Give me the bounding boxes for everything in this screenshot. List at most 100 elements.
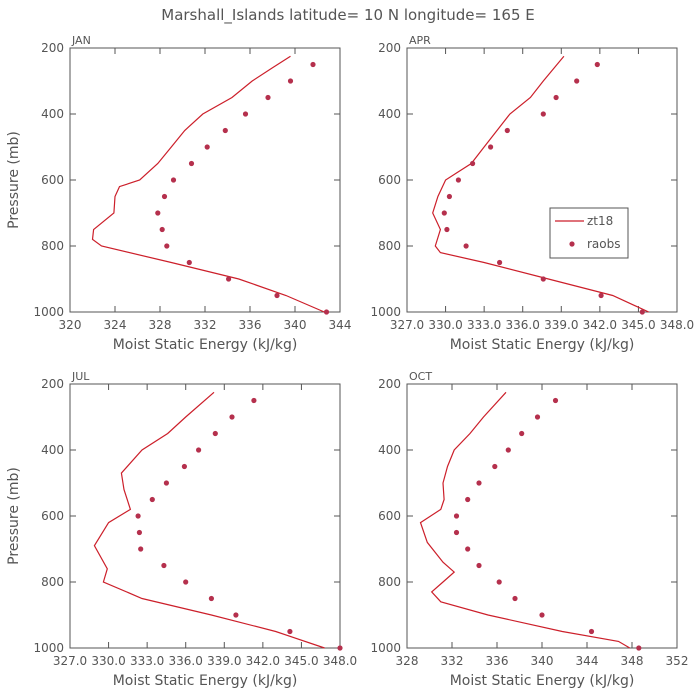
x-axis-label: Moist Static Energy (kJ/kg) xyxy=(450,673,635,689)
panel-label: OCT xyxy=(409,370,432,383)
obs-point-raobs xyxy=(242,111,249,117)
y-tick-label: 800 xyxy=(378,239,401,253)
legend-box xyxy=(549,207,629,259)
panel-label: APR xyxy=(409,34,431,47)
y-tick-label: 800 xyxy=(378,575,401,589)
plot-frame xyxy=(69,47,341,313)
obs-point-raobs xyxy=(519,430,525,437)
obs-point-raobs xyxy=(463,243,469,249)
obs-point-raobs xyxy=(539,612,545,618)
obs-point-raobs xyxy=(138,546,144,552)
obs-point-raobs xyxy=(161,193,168,200)
obs-point-raobs xyxy=(488,144,494,150)
obs-point-raobs xyxy=(323,309,330,315)
x-tick-label: 340 xyxy=(284,318,307,332)
panel-label: JUL xyxy=(71,370,90,383)
obs-point-raobs xyxy=(159,226,165,233)
obs-point-raobs xyxy=(441,210,447,216)
y-axis-label: Pressure (mb) xyxy=(6,467,22,565)
y-tick-label: 400 xyxy=(378,443,401,457)
chart-panel-apr: APR 327.0 330.0 333.0 336.0 339.0 342.0 345.0 34… xyxy=(370,34,694,353)
y-tick-label: 600 xyxy=(41,173,64,187)
legend: zt18 raobs xyxy=(549,207,629,259)
obs-point-raobs xyxy=(465,496,471,503)
series-line-zt18 xyxy=(91,55,325,313)
x-tick-label: 352 xyxy=(666,654,689,668)
x-tick-label: 333.0 xyxy=(467,318,501,332)
obs-point-raobs xyxy=(310,61,316,68)
obs-point-raobs xyxy=(574,78,580,84)
y-tick-label: 600 xyxy=(41,509,64,523)
obs-point-raobs xyxy=(163,480,169,486)
y-tick-label: 400 xyxy=(378,107,401,121)
obs-point-raobs xyxy=(594,61,600,68)
y-tick-label: 600 xyxy=(378,509,401,523)
x-tick-label: 328 xyxy=(149,318,172,332)
x-tick-label: 328 xyxy=(396,654,419,668)
y-tick-label: 1000 xyxy=(370,641,401,655)
panels: JAN 320 324 328 332 336 340 344 200 400 600 800 1000… xyxy=(6,34,694,689)
y-tick-label: 800 xyxy=(41,575,64,589)
obs-point-raobs xyxy=(476,480,482,486)
y-tick-label: 800 xyxy=(41,239,64,253)
obs-point-raobs xyxy=(337,645,343,651)
obs-point-raobs xyxy=(181,463,187,470)
obs-point-raobs xyxy=(287,78,294,84)
x-axis-label: Moist Static Energy (kJ/kg) xyxy=(113,337,298,353)
chart-panel-oct: OCT 328 332 336 340 344 348 352 200 400 600 800 1000… xyxy=(370,370,688,689)
obs-point-raobs xyxy=(504,127,510,134)
x-tick-label: 348.0 xyxy=(323,654,357,668)
obs-point-raobs xyxy=(496,579,502,585)
plot-frame xyxy=(69,383,341,649)
obs-point-raobs xyxy=(598,292,604,299)
x-tick-label: 348 xyxy=(621,654,644,668)
obs-point-raobs xyxy=(512,595,518,602)
obs-point-raobs xyxy=(155,210,161,216)
obs-point-raobs xyxy=(534,414,541,420)
obs-point-raobs xyxy=(444,226,450,233)
obs-point-raobs xyxy=(204,144,210,150)
chart-panel-jul: JUL 327.0 330.0 333.0 336.0 339.0 342.0 345.0 34… xyxy=(6,370,357,689)
y-tick-label: 600 xyxy=(378,173,401,187)
obs-point-raobs xyxy=(274,292,280,299)
legend-label-zt18: zt18 xyxy=(587,214,613,228)
x-tick-label: 336.0 xyxy=(169,654,203,668)
x-tick-label: 339.0 xyxy=(207,654,241,668)
obs-point-raobs xyxy=(455,177,461,183)
legend-dot-swatch xyxy=(569,241,575,247)
obs-point-raobs xyxy=(149,496,155,503)
x-tick-label: 320 xyxy=(59,318,82,332)
x-tick-label: 327.0 xyxy=(53,654,87,668)
obs-point-raobs xyxy=(161,562,167,569)
obs-point-raobs xyxy=(251,397,257,404)
plot-frame xyxy=(406,47,678,313)
obs-point-raobs xyxy=(470,160,476,167)
y-axis-label: Pressure (mb) xyxy=(6,131,22,229)
obs-point-raobs xyxy=(553,94,559,101)
obs-point-raobs xyxy=(183,579,189,585)
y-tick-label: 1000 xyxy=(33,305,64,319)
obs-point-raobs xyxy=(636,645,642,651)
figure-title: Marshall_Islands latitude= 10 N longitud… xyxy=(161,6,534,25)
x-tick-label: 340 xyxy=(531,654,554,668)
obs-point-raobs xyxy=(446,193,452,200)
obs-point-raobs xyxy=(170,177,177,183)
x-tick-label: 348.0 xyxy=(660,318,694,332)
x-tick-label: 344 xyxy=(329,318,352,332)
obs-point-raobs xyxy=(196,447,202,453)
obs-point-raobs xyxy=(287,628,293,635)
series-line-zt18 xyxy=(419,391,631,649)
chart-panel-jan: JAN 320 324 328 332 336 340 344 200 400 600 800 1000… xyxy=(6,34,351,353)
x-tick-label: 330.0 xyxy=(428,318,462,332)
y-tick-label: 200 xyxy=(41,377,64,391)
x-tick-label: 345.0 xyxy=(621,318,655,332)
legend-label-raobs: raobs xyxy=(587,237,621,251)
obs-point-raobs xyxy=(229,414,235,420)
obs-point-raobs xyxy=(135,513,141,519)
obs-point-raobs xyxy=(476,562,482,569)
obs-point-raobs xyxy=(265,94,271,101)
y-tick-label: 1000 xyxy=(370,305,401,319)
x-tick-label: 344 xyxy=(576,654,599,668)
obs-point-raobs xyxy=(639,309,645,315)
obs-point-raobs xyxy=(208,595,214,602)
